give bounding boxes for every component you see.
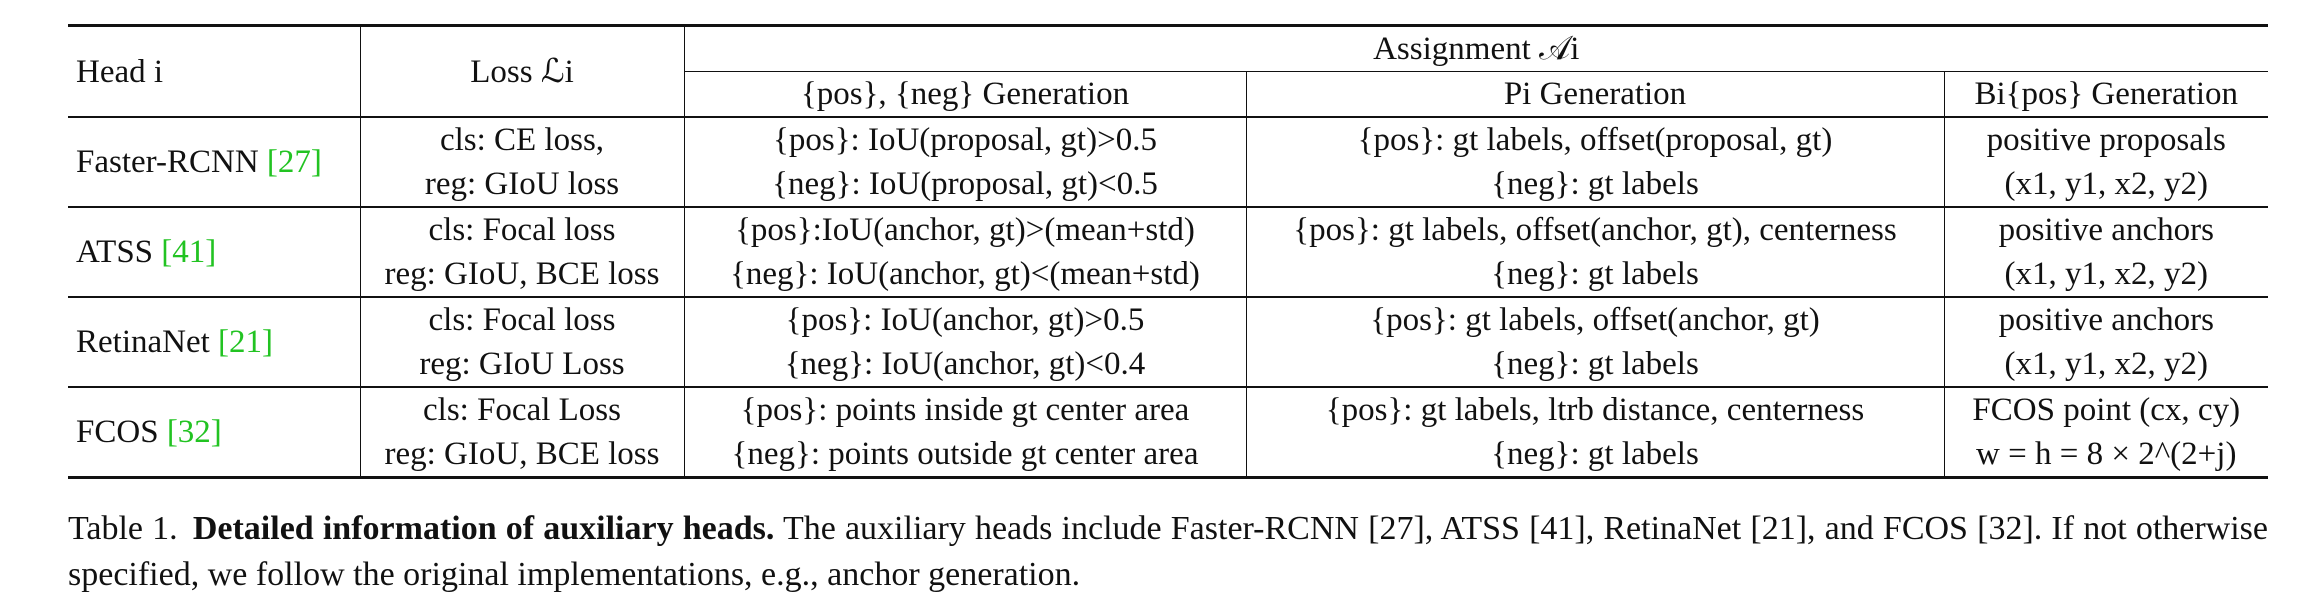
cell-posneg-line: {pos}:IoU(anchor, gt)>(mean+std) — [735, 212, 1195, 248]
cell-posneg-line: {pos}: IoU(proposal, gt)>0.5 — [773, 122, 1157, 158]
cell-loss: cls: Focal loss reg: GIoU, BCE loss — [360, 206, 685, 297]
cell-b: positive anchors (x1, y1, x2, y2) — [1944, 206, 2268, 297]
cell-p-line: {neg}: gt labels — [1491, 346, 1699, 382]
head-citation: [21] — [218, 324, 274, 360]
cell-posneg-line: {pos}: points inside gt center area — [740, 392, 1190, 428]
header-posneg-generation: {pos}, {neg} Generation — [684, 71, 1247, 117]
caption-body: The auxiliary heads include Faster-RCNN … — [68, 510, 2269, 593]
cell-posneg: {pos}: IoU(proposal, gt)>0.5 {neg}: IoU(p… — [684, 116, 1247, 207]
table-row: ATSS [41] cls: Focal loss reg: GIoU, BCE l… — [68, 206, 2268, 297]
cell-loss: cls: CE loss, reg: GIoU loss — [360, 116, 685, 207]
cell-head: Faster-RCNN [27] — [68, 116, 361, 207]
cell-b: positive proposals (x1, y1, x2, y2) — [1944, 116, 2268, 207]
cell-b-line: FCOS point (cx, cy) — [1972, 392, 2241, 428]
cell-head: FCOS [32] — [68, 386, 361, 479]
cell-loss: cls: Focal loss reg: GIoU Loss — [360, 296, 685, 387]
header-b-generation: Bi{pos} Generation — [1944, 71, 2268, 117]
cell-loss-line: cls: Focal Loss — [423, 392, 621, 428]
cell-b-line: (x1, y1, x2, y2) — [2004, 166, 2208, 202]
cell-loss-line: cls: CE loss, — [439, 122, 605, 158]
cell-posneg: {pos}: points inside gt center area {neg}… — [684, 386, 1247, 479]
head-name: RetinaNet — [76, 324, 210, 360]
cell-posneg-line: {neg}: IoU(anchor, gt)<(mean+std) — [730, 256, 1200, 292]
table-row: FCOS [32] cls: Focal Loss reg: GIoU, BCE l… — [68, 386, 2268, 479]
cell-posneg-line: {neg}: points outside gt center area — [731, 436, 1199, 472]
cell-p-line: {pos}: gt labels, offset(proposal, gt) — [1357, 122, 1833, 158]
cell-p: {pos}: gt labels, offset(anchor, gt), ce… — [1246, 206, 1945, 297]
cell-loss-line: cls: Focal loss — [428, 212, 616, 248]
head-name: ATSS — [76, 234, 154, 270]
caption-label: Table 1. — [68, 510, 178, 547]
cell-p-line: {neg}: gt labels — [1491, 436, 1699, 472]
cell-posneg-line: {pos}: IoU(anchor, gt)>0.5 — [785, 302, 1145, 338]
head-citation: [27] — [266, 144, 322, 180]
table-container: Head i Loss ℒi Assignment 𝒜i {pos}, {neg… — [68, 24, 2268, 479]
cell-p-line: {pos}: gt labels, ltrb distance, centern… — [1325, 392, 1865, 428]
head-name: FCOS — [76, 414, 159, 450]
cell-loss: cls: Focal Loss reg: GIoU, BCE loss — [360, 386, 685, 479]
cell-b-line: w = h = 8 × 2^(2+j) — [1976, 436, 2237, 472]
table-row: RetinaNet [21] cls: Focal loss reg: GIoU L… — [68, 296, 2268, 387]
cell-head: RetinaNet [21] — [68, 296, 361, 387]
cell-loss-line: reg: GIoU, BCE loss — [384, 256, 660, 292]
cell-loss-line: reg: GIoU, BCE loss — [384, 436, 660, 472]
cell-p-line: {neg}: gt labels — [1491, 166, 1699, 202]
cell-posneg-line: {neg}: IoU(proposal, gt)<0.5 — [772, 166, 1158, 202]
head-name: Faster-RCNN — [76, 144, 259, 180]
cell-posneg: {pos}: IoU(anchor, gt)>0.5 {neg}: IoU(anc… — [684, 296, 1247, 387]
caption-title: Detailed information of auxiliary heads. — [192, 510, 775, 547]
cell-b: FCOS point (cx, cy) w = h = 8 × 2^(2+j) — [1944, 386, 2268, 479]
cell-b: positive anchors (x1, y1, x2, y2) — [1944, 296, 2268, 387]
cell-loss-line: cls: Focal loss — [428, 302, 616, 338]
cell-p: {pos}: gt labels, ltrb distance, centern… — [1246, 386, 1945, 479]
cell-b-line: (x1, y1, x2, y2) — [2004, 346, 2208, 382]
header-loss: Loss ℒi — [360, 25, 685, 117]
head-citation: [32] — [166, 414, 222, 450]
cell-posneg: {pos}:IoU(anchor, gt)>(mean+std) {neg}: I… — [684, 206, 1247, 297]
cell-b-line: positive anchors — [1998, 302, 2214, 338]
table-caption: Table 1. Detailed information of auxilia… — [68, 506, 2268, 598]
header-head: Head i — [68, 25, 361, 117]
header-assignment: Assignment 𝒜i — [1373, 31, 1580, 67]
cell-p: {pos}: gt labels, offset(proposal, gt) {n… — [1246, 116, 1945, 207]
cell-p-line: {pos}: gt labels, offset(anchor, gt), ce… — [1293, 212, 1897, 248]
cell-head: ATSS [41] — [68, 206, 361, 297]
head-citation: [41] — [161, 234, 217, 270]
cell-b-line: (x1, y1, x2, y2) — [2004, 256, 2208, 292]
auxiliary-heads-table: Head i Loss ℒi Assignment 𝒜i {pos}, {neg… — [68, 24, 2268, 479]
cell-b-line: positive proposals — [1986, 122, 2226, 158]
table-row: Faster-RCNN [27] cls: CE loss, reg: GIoU l… — [68, 116, 2268, 207]
cell-posneg-line: {neg}: IoU(anchor, gt)<0.4 — [784, 346, 1146, 382]
cell-loss-line: reg: GIoU loss — [424, 166, 620, 202]
cell-p: {pos}: gt labels, offset(anchor, gt) {neg… — [1246, 296, 1945, 387]
cell-b-line: positive anchors — [1998, 212, 2214, 248]
header-p-generation: Pi Generation — [1246, 71, 1945, 117]
cell-p-line: {pos}: gt labels, offset(anchor, gt) — [1370, 302, 1820, 338]
cell-loss-line: reg: GIoU Loss — [419, 346, 625, 382]
cell-p-line: {neg}: gt labels — [1491, 256, 1699, 292]
